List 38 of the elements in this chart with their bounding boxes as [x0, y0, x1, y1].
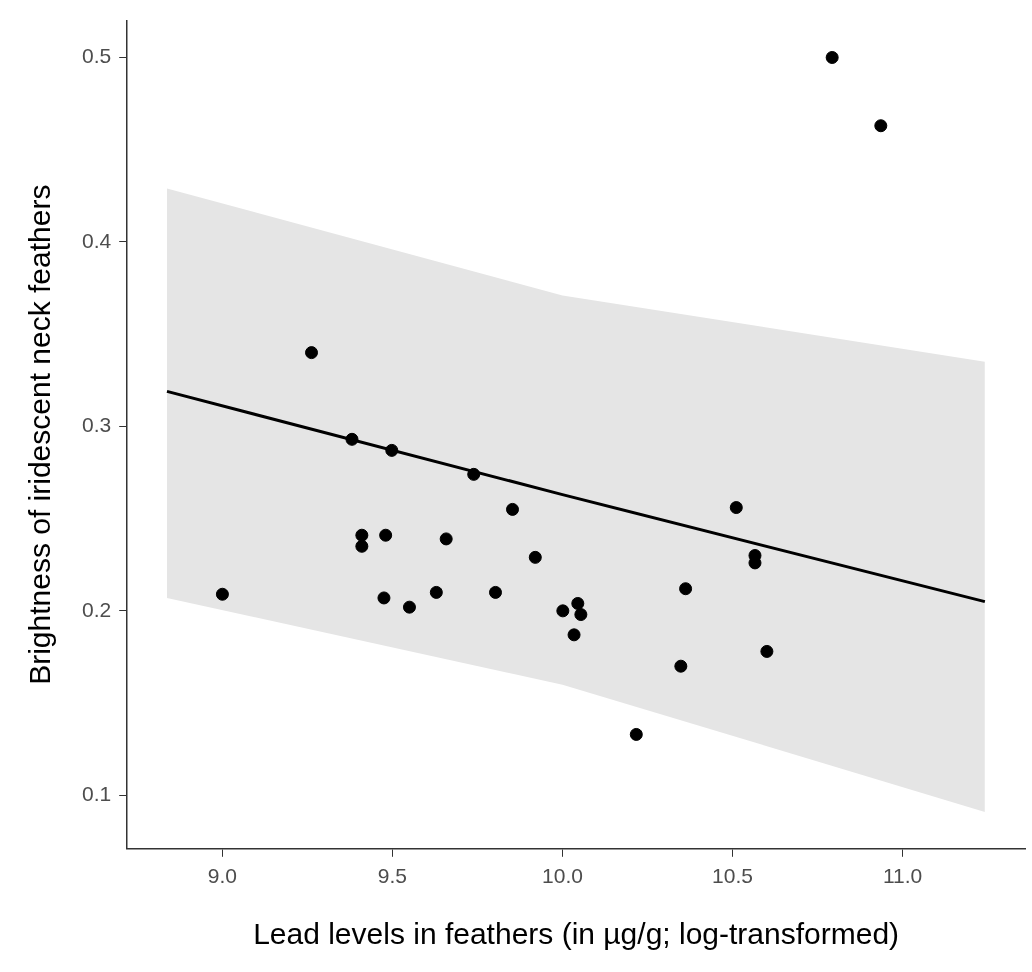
point	[825, 50, 839, 64]
y-tick-label: 0.1	[81, 782, 112, 806]
x-tick-label: 9.0	[207, 864, 238, 888]
x-tick-label: 9.5	[377, 864, 408, 888]
point	[355, 528, 369, 542]
y-axis-title: Brightness of iridescent neck feathers	[23, 184, 57, 685]
point	[385, 443, 399, 457]
point	[574, 608, 588, 622]
point	[467, 467, 481, 481]
point	[355, 539, 369, 553]
point	[489, 585, 502, 599]
y-tick-label: 0.3	[81, 413, 112, 437]
point	[377, 591, 391, 605]
point	[567, 628, 581, 642]
x-tick-label: 10.5	[712, 864, 753, 888]
x-tick-label: 11.0	[882, 864, 923, 888]
point	[674, 659, 688, 673]
point	[556, 604, 570, 618]
point	[729, 501, 743, 515]
point	[439, 532, 453, 546]
y-tick-label: 0.5	[81, 44, 112, 68]
point	[215, 587, 229, 601]
point	[528, 550, 542, 564]
point	[571, 596, 585, 610]
point	[629, 727, 643, 741]
point	[429, 585, 443, 599]
point	[402, 600, 416, 614]
point	[506, 502, 519, 516]
point	[874, 119, 888, 133]
point	[379, 528, 393, 542]
point	[679, 582, 693, 596]
point	[345, 432, 359, 446]
x-tick-label: 10.0	[542, 864, 583, 888]
point	[760, 644, 774, 658]
y-tick-label: 0.4	[81, 228, 112, 252]
y-tick-label: 0.2	[81, 597, 112, 621]
x-axis-title: Lead levels in feathers (in µg/g; log-transformed)	[253, 917, 900, 951]
point	[305, 346, 319, 360]
